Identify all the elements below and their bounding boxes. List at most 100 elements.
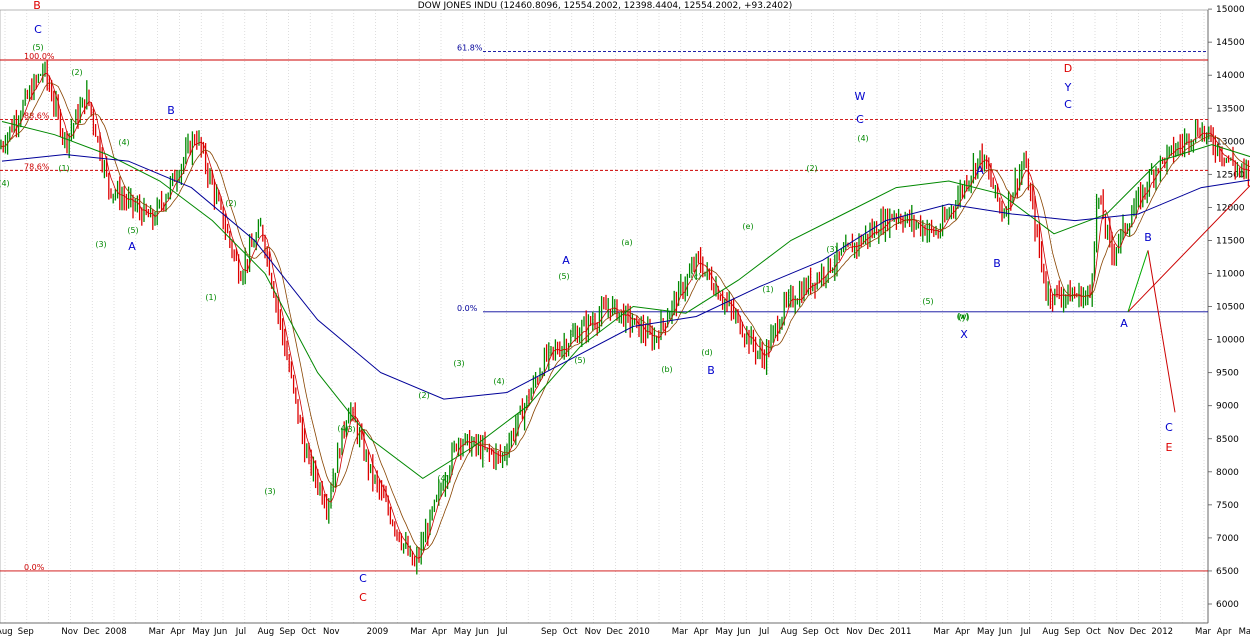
x-tick-label: Oct bbox=[563, 627, 578, 636]
wave-label: C bbox=[1165, 421, 1173, 434]
x-tick-label: Mar bbox=[672, 627, 689, 636]
wave-label: A bbox=[1120, 317, 1128, 330]
wave-sub-label: (e) bbox=[742, 222, 753, 231]
wave-label: A bbox=[128, 240, 136, 253]
x-tick-label: Nov bbox=[846, 627, 863, 636]
x-tick-label: Dec bbox=[1130, 627, 1147, 636]
fib-label: 100.0% bbox=[24, 52, 55, 61]
y-tick-label: 6500 bbox=[1216, 567, 1239, 577]
indicator-green bbox=[1, 121, 1250, 480]
x-tick-label: 2011 bbox=[890, 627, 912, 636]
ma-medium bbox=[0, 82, 1250, 551]
x-tick-label: Mar bbox=[410, 627, 427, 636]
x-tick-label: 2008 bbox=[105, 627, 127, 636]
x-axis: AugSepNovDec2008MarAprMayJunJulAugSepOct… bbox=[0, 622, 1250, 636]
y-tick-label: 9000 bbox=[1216, 402, 1239, 412]
y-tick-label: 12000 bbox=[1216, 203, 1245, 213]
wave-sub-label: (1) bbox=[762, 285, 773, 294]
wave-label: C bbox=[359, 572, 367, 585]
wave-sub-label: (x) bbox=[958, 312, 969, 321]
x-tick-label: Aug bbox=[781, 627, 798, 636]
x-tick-label: Dec bbox=[868, 627, 885, 636]
x-tick-label: 2009 bbox=[367, 627, 389, 636]
wave-sub-label: (a) bbox=[621, 238, 632, 247]
y-tick-label: 7500 bbox=[1216, 501, 1239, 511]
wave-label: C bbox=[359, 591, 367, 604]
wave-label: B bbox=[167, 104, 175, 117]
wave-sub-label: (3) bbox=[826, 245, 837, 254]
fib-label: 88.6% bbox=[24, 111, 50, 120]
indicator-blue bbox=[1, 153, 1250, 400]
y-axis: 6000 6500 7000 7500 8000 8500 9000 9500 10000 105… bbox=[1207, 5, 1245, 623]
wave-sub-label: (2) bbox=[225, 199, 236, 208]
x-tick-label: Jul bbox=[1020, 627, 1031, 636]
x-tick-label: Dec bbox=[606, 627, 623, 636]
wave-sub-label: (2) bbox=[71, 68, 82, 77]
ma-short bbox=[0, 73, 1250, 559]
x-tick-label: Jun bbox=[475, 627, 489, 636]
wave-sub-label: (4) bbox=[337, 424, 348, 433]
x-tick-label: 2010 bbox=[628, 627, 650, 636]
x-tick-label: Jun bbox=[213, 627, 227, 636]
wave-label: B bbox=[33, 0, 41, 12]
wave-sub-label: (1) bbox=[58, 164, 69, 173]
wave-label: A bbox=[976, 164, 984, 177]
wave-label: E bbox=[1166, 441, 1173, 454]
wave-label: D bbox=[1064, 62, 1072, 75]
x-tick-label: May bbox=[192, 627, 210, 636]
x-tick-label: May bbox=[977, 627, 995, 636]
wave-labels-minor: (5)(2)(4)(1)(3)(5)(4)(3)(1)(2)(3)(4)(2)(… bbox=[0, 43, 969, 496]
wave-sub-label: (2) bbox=[418, 391, 429, 400]
x-tick-label: Apr bbox=[170, 627, 185, 636]
fib-label: 0.0% bbox=[24, 563, 45, 572]
wave-label: Y bbox=[1064, 81, 1072, 94]
wave-label: B bbox=[707, 364, 715, 377]
wave-sub-label: (2) bbox=[806, 164, 817, 173]
x-tick-label: Sep bbox=[541, 627, 557, 636]
x-tick-label: Apr bbox=[955, 627, 970, 636]
x-tick-label: Mar bbox=[149, 627, 166, 636]
x-tick-label: Dec bbox=[83, 627, 100, 636]
wave-label: B bbox=[993, 257, 1001, 270]
x-tick-label: Oct bbox=[824, 627, 839, 636]
x-tick-label: Nov bbox=[585, 627, 602, 636]
wave-label: B bbox=[1144, 231, 1152, 244]
wave-sub-label: (5) bbox=[32, 43, 43, 52]
wave-label: W bbox=[855, 90, 866, 103]
x-tick-label: Sep bbox=[279, 627, 295, 636]
wave-label: X bbox=[960, 328, 968, 341]
wave-label: C bbox=[856, 113, 864, 126]
x-tick-label: Sep bbox=[18, 627, 34, 636]
x-tick-label: May bbox=[454, 627, 472, 636]
y-tick-label: 6000 bbox=[1216, 600, 1239, 610]
wave-sub-label: (y) bbox=[959, 313, 970, 322]
wave-sub-label: (d) bbox=[701, 348, 712, 357]
x-tick-label: Apr bbox=[694, 627, 709, 636]
wave-sub-label: (b) bbox=[661, 365, 672, 374]
y-tick-label: 10500 bbox=[1216, 303, 1245, 313]
wave-sub-label: (4) bbox=[857, 134, 868, 143]
projection-leg bbox=[1147, 250, 1176, 413]
wave-label: C bbox=[1064, 98, 1072, 111]
wave-sub-label: (w) bbox=[957, 312, 970, 321]
fib-levels: 100.0% 78.6% 88.6% 0.0% 61.8% 0.0% bbox=[0, 43, 1208, 572]
x-tick-label: Apr bbox=[432, 627, 447, 636]
x-tick-label: Nov bbox=[61, 627, 78, 636]
x-tick-label: Jul bbox=[235, 627, 246, 636]
x-tick-label: Jun bbox=[736, 627, 750, 636]
wave-sub-label: (3) bbox=[453, 359, 464, 368]
projection-leg bbox=[1127, 184, 1250, 313]
x-tick-label: Mar bbox=[933, 627, 950, 636]
x-tick-label: Nov bbox=[1108, 627, 1125, 636]
y-tick-label: 8500 bbox=[1216, 435, 1239, 445]
y-tick-label: 12500 bbox=[1216, 170, 1245, 180]
x-tick-label: May bbox=[715, 627, 733, 636]
wave-sub-label: (3) bbox=[344, 425, 355, 434]
wave-label: A bbox=[562, 254, 570, 267]
chart-title: DOW JONES INDU (12460.8096, 12554.2002, … bbox=[417, 1, 793, 11]
fib-label: 0.0% bbox=[457, 304, 478, 313]
projection bbox=[1127, 184, 1250, 413]
y-tick-label: 11500 bbox=[1216, 236, 1245, 246]
wave-sub-label: (4) bbox=[493, 377, 504, 386]
